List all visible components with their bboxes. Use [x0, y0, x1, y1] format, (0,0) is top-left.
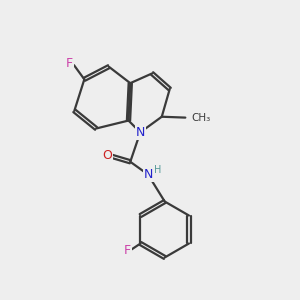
Text: N: N	[136, 126, 145, 139]
Text: N: N	[144, 168, 153, 181]
Text: F: F	[124, 244, 131, 257]
Text: H: H	[154, 165, 161, 175]
Text: F: F	[66, 57, 73, 70]
Text: O: O	[102, 148, 112, 161]
Text: CH₃: CH₃	[192, 112, 211, 123]
